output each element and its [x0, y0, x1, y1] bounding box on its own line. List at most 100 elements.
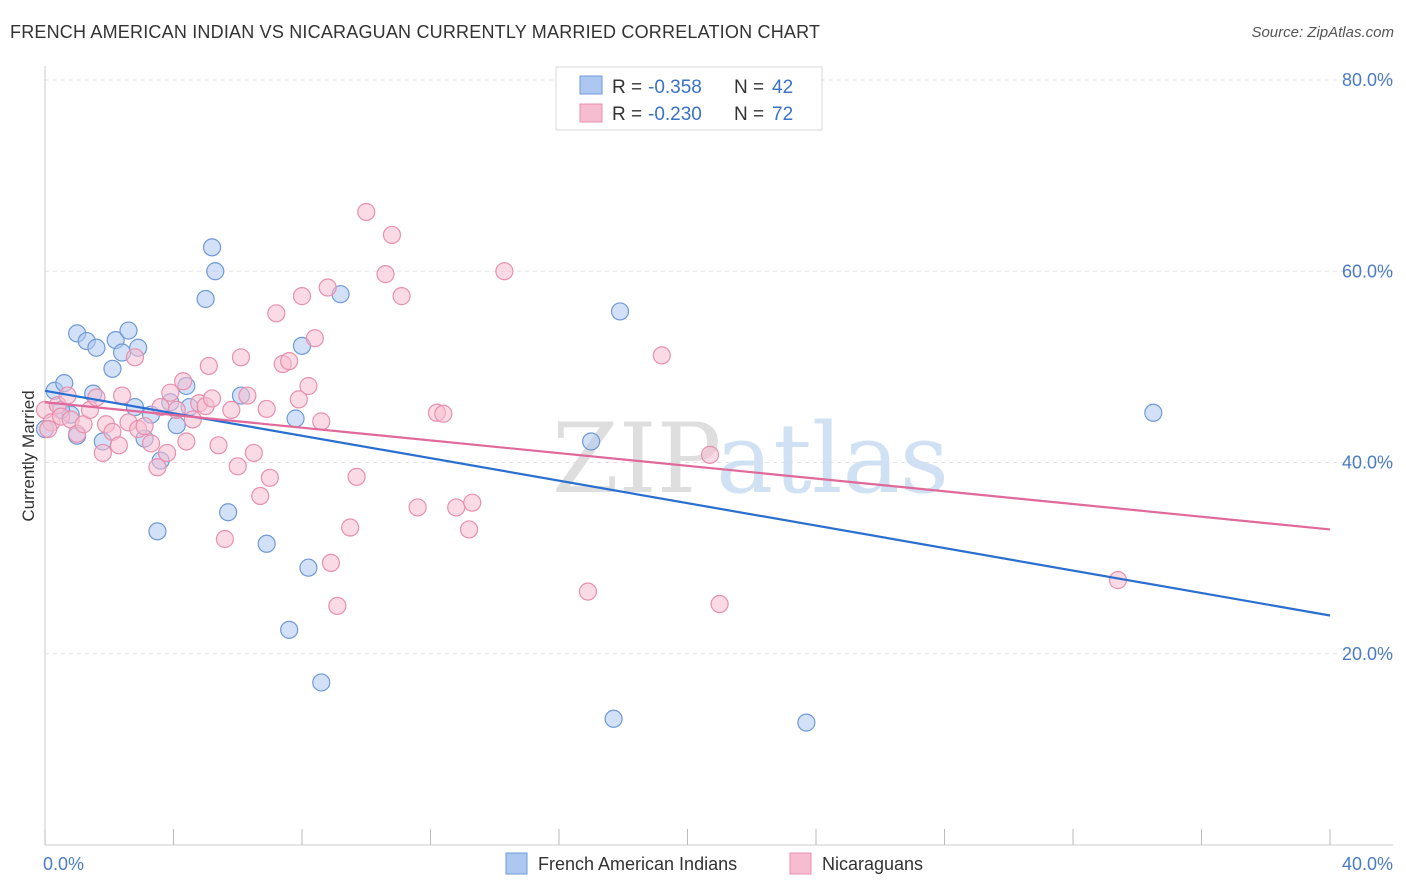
legend-label-nicaraguans: Nicaraguans: [822, 854, 923, 874]
series-nicaraguans: [35, 202, 1128, 616]
data-point: [112, 386, 132, 405]
stats-r-label-pink: R =: [612, 104, 642, 125]
y-tick-label: 60.0%: [1342, 261, 1393, 281]
x-tick-label-min: 0.0%: [43, 854, 84, 874]
data-point: [280, 620, 299, 639]
stats-box: R = -0.358 N = 42 R = -0.230 N = 72: [555, 66, 823, 131]
chart-title: FRENCH AMERICAN INDIAN VS NICARAGUAN CUR…: [10, 22, 821, 42]
watermark-zip: ZIP: [552, 403, 721, 515]
data-point: [578, 582, 598, 601]
data-point: [392, 287, 411, 306]
data-point: [447, 498, 466, 517]
data-point: [148, 522, 167, 541]
data-point: [710, 594, 729, 614]
data-point: [103, 359, 122, 378]
data-point: [231, 348, 251, 367]
data-point: [341, 518, 360, 537]
stats-n-label-pink: N =: [734, 104, 764, 125]
data-point: [610, 302, 630, 321]
data-point: [196, 289, 215, 309]
y-tick-label: 20.0%: [1342, 644, 1393, 664]
data-point: [321, 553, 341, 573]
data-point: [652, 346, 671, 365]
data-point: [141, 434, 161, 453]
data-point: [202, 389, 222, 408]
data-point: [797, 713, 816, 732]
data-point: [257, 399, 276, 419]
watermark-atlas: atlas: [716, 403, 949, 515]
data-point: [93, 443, 112, 463]
gridlines: [45, 79, 1393, 655]
data-point: [87, 338, 106, 357]
data-point: [119, 321, 138, 340]
trend-line-nicaraguans: [44, 401, 1331, 531]
data-point: [238, 386, 257, 405]
data-point: [299, 558, 318, 577]
data-point: [318, 278, 337, 297]
data-point: [39, 419, 58, 439]
stats-r-value-pink: -0.230: [648, 104, 702, 125]
data-point: [148, 458, 167, 477]
data-point: [604, 709, 623, 728]
data-point: [244, 443, 263, 463]
data-point: [312, 412, 331, 431]
stats-r-value-blue: -0.358: [648, 77, 702, 98]
data-point: [202, 238, 222, 257]
data-point: [459, 520, 479, 539]
data-point: [328, 596, 347, 616]
data-point: [174, 372, 193, 391]
y-tick-label: 40.0%: [1342, 453, 1393, 473]
data-point: [251, 486, 270, 506]
data-point: [299, 376, 318, 396]
data-point: [280, 352, 299, 371]
data-point: [376, 265, 395, 284]
legend-label-french-american-indians: French American Indians: [538, 854, 737, 874]
stats-r-label-blue: R =: [612, 77, 642, 98]
data-point: [1144, 403, 1163, 422]
stats-swatch-pink: [579, 103, 603, 123]
data-point: [289, 390, 308, 409]
data-point: [125, 348, 145, 367]
data-point: [286, 409, 305, 428]
x-tick-label-max: 40.0%: [1342, 854, 1393, 874]
stats-n-label-blue: N =: [734, 77, 764, 98]
data-point: [199, 356, 218, 376]
data-point: [209, 436, 228, 455]
data-point: [347, 467, 366, 486]
data-point: [87, 388, 106, 407]
x-axis-ticks: [44, 829, 1331, 845]
stats-n-value-blue: 42: [772, 77, 793, 98]
data-point: [700, 445, 720, 464]
data-point: [357, 202, 376, 222]
data-point: [222, 400, 241, 420]
data-point: [312, 673, 331, 692]
data-point: [582, 432, 601, 451]
data-point: [167, 416, 186, 435]
data-point: [177, 432, 196, 451]
watermark: ZIP atlas: [552, 403, 949, 515]
y-axis-title: Currently Married: [19, 390, 38, 521]
chart-source: Source: ZipAtlas.com: [1251, 24, 1394, 41]
data-point: [292, 287, 312, 306]
data-point: [183, 410, 202, 429]
legend: French American Indians Nicaraguans: [505, 852, 923, 875]
data-point: [219, 503, 238, 522]
data-point: [257, 534, 276, 553]
trend-line-french-american-indians: [44, 389, 1331, 617]
stats-n-value-pink: 72: [772, 104, 793, 125]
data-point: [157, 443, 177, 463]
data-point: [109, 436, 128, 455]
legend-swatch-nicaraguans: [789, 852, 812, 875]
data-point: [215, 529, 234, 549]
data-point: [206, 262, 225, 281]
data-point: [408, 498, 427, 517]
data-point: [463, 493, 482, 512]
data-point: [161, 383, 180, 402]
stats-swatch-blue: [579, 75, 603, 95]
data-point: [495, 262, 514, 281]
trend-lines: [44, 389, 1331, 617]
data-point: [382, 225, 402, 245]
legend-swatch-french-american-indians: [505, 852, 528, 875]
y-tick-label: 80.0%: [1342, 70, 1393, 90]
